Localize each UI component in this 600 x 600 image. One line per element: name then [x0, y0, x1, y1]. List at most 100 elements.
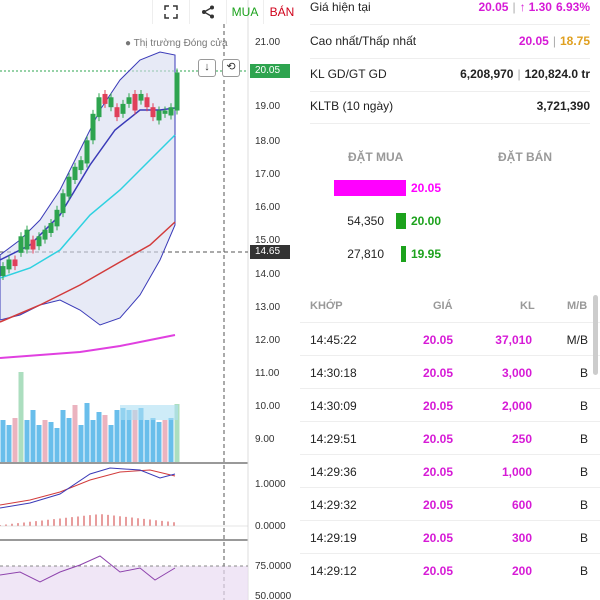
rsi-line: [0, 555, 176, 583]
sell-orders-header: ĐẶT BÁN: [498, 150, 552, 164]
candle: [78, 160, 84, 171]
current-price-value: 20.05: [478, 0, 509, 14]
trade-row[interactable]: 14:29:32 20.05 600 B: [300, 487, 600, 521]
candle: [24, 229, 30, 250]
price-axis-label: 21.00: [255, 37, 280, 48]
trade-volume: 1,000: [501, 465, 532, 479]
trade-volume: 3,000: [501, 366, 532, 380]
candle: [60, 193, 66, 214]
price-axis-label: 17.00: [255, 169, 280, 180]
price-axis-label: 19.00: [255, 101, 280, 112]
trade-time: 14:29:36: [310, 465, 357, 479]
candle: [156, 110, 162, 121]
candle: [144, 97, 150, 108]
trade-side: B: [579, 399, 588, 413]
candle: [84, 140, 90, 164]
macd-line: [0, 467, 176, 509]
trade-price: 20.05: [423, 465, 454, 479]
buy-orders-header: ĐẶT MUA: [348, 150, 404, 164]
header-price: GIÁ: [433, 300, 453, 312]
order-volume: 54,350: [347, 214, 384, 228]
price-change: 1.30: [528, 0, 552, 14]
trade-volume: 200: [511, 564, 532, 578]
volume-ma-area: [120, 405, 178, 420]
trade-row[interactable]: 14:30:09 20.05 2,000 B: [300, 388, 600, 422]
price-axis-label: 13.00: [255, 302, 280, 313]
volume-bar: [24, 420, 30, 462]
last-price-tag: 20.05: [250, 64, 290, 78]
trade-volume: 250: [511, 432, 532, 446]
candle: [132, 93, 138, 111]
price-change-pct: 6.93%: [555, 0, 590, 14]
order-volume-bar: [401, 246, 406, 262]
info-pane: Giá hiện tại 20.05 | ↑ 1.30 6.93% Cao nh…: [300, 0, 600, 600]
sell-button[interactable]: BÁN: [263, 0, 300, 24]
candle: [120, 103, 126, 114]
candle: [168, 107, 174, 116]
order-price: 19.95: [411, 247, 442, 261]
trade-row[interactable]: 14:29:12 20.05 200 B: [300, 553, 600, 587]
buy-button[interactable]: MUA: [226, 0, 263, 24]
candle: [96, 97, 102, 118]
header-time: KHỚP: [310, 300, 343, 312]
volume-bar: [126, 410, 132, 462]
candle: [138, 93, 144, 101]
macd-signal-line: [0, 469, 176, 506]
trade-row[interactable]: 14:30:18 20.05 3,000 B: [300, 355, 600, 389]
trade-row[interactable]: 14:29:36 20.05 1,000 B: [300, 454, 600, 488]
price-axis-label: 16.00: [255, 202, 280, 213]
trade-price: 20.05: [423, 366, 454, 380]
volume-bar: [138, 408, 144, 462]
candle: [66, 176, 72, 197]
candle: [90, 113, 96, 141]
trade-row[interactable]: 14:45:22 20.05 37,010 M/B: [300, 322, 600, 356]
volume-bar: [48, 422, 54, 462]
volume-bar: [168, 418, 174, 462]
buy-order-row[interactable]: 54,350 20.00: [300, 211, 600, 231]
price-axis-label: 15.00: [255, 235, 280, 246]
volume-bar: [162, 420, 168, 462]
header-volume: KL: [520, 300, 535, 312]
arrow-down-icon[interactable]: ↓: [198, 59, 216, 77]
ma-line-magenta: [0, 334, 176, 359]
macd-axis-label: 0.0000: [255, 521, 286, 532]
buy-order-row[interactable]: 344,63020.05: [300, 178, 600, 198]
candle: [12, 259, 18, 267]
volume-bar: [42, 420, 48, 462]
avg-volume-label: KLTB (10 ngày): [310, 99, 394, 113]
volume-bar: [36, 425, 42, 462]
avg-volume-value: 3,721,390: [536, 99, 590, 113]
volume-bar: [60, 410, 66, 462]
trade-time: 14:29:51: [310, 432, 357, 446]
trade-time: 14:45:22: [310, 333, 357, 347]
trade-side: B: [579, 564, 588, 578]
trade-row[interactable]: 14:29:19 20.05 300 B: [300, 520, 600, 554]
buy-order-row[interactable]: 27,810 19.95: [300, 244, 600, 264]
candle: [162, 110, 168, 114]
trade-side: B: [579, 465, 588, 479]
volume-bar: [0, 420, 6, 462]
volume-bar: [6, 425, 12, 462]
volume-bar: [90, 420, 96, 462]
scrollbar[interactable]: [593, 295, 598, 375]
trade-row[interactable]: 14:29:51 20.05 250 B: [300, 421, 600, 455]
candle: [6, 259, 12, 270]
volume-value-label: KL GD/GT GD: [310, 67, 387, 81]
reset-scale-icon[interactable]: ⟲: [222, 59, 240, 77]
order-volume-bar: [396, 213, 406, 229]
trade-volume: 300: [511, 531, 532, 545]
share-icon[interactable]: [189, 0, 226, 24]
volume-bar: [102, 415, 108, 462]
expand-icon[interactable]: [152, 0, 189, 24]
trade-side: B: [579, 531, 588, 545]
header-side: M/B: [567, 300, 588, 312]
chart-pane[interactable]: 21.00 19.00 18.00 17.00 16.00 15.00 14.00 13.00…: [0, 0, 301, 600]
volume-bar: [150, 418, 156, 462]
candle: [48, 223, 54, 233]
low-value: 18.75: [559, 34, 590, 48]
price-axis-label: 12.00: [255, 335, 280, 346]
trade-price: 20.05: [423, 399, 454, 413]
candlestick-chart[interactable]: 21.00 19.00 18.00 17.00 16.00 15.00 14.00 13.00…: [0, 0, 300, 600]
trade-value: 120,824.0 tr: [524, 67, 590, 81]
volume-bar: [144, 420, 150, 462]
